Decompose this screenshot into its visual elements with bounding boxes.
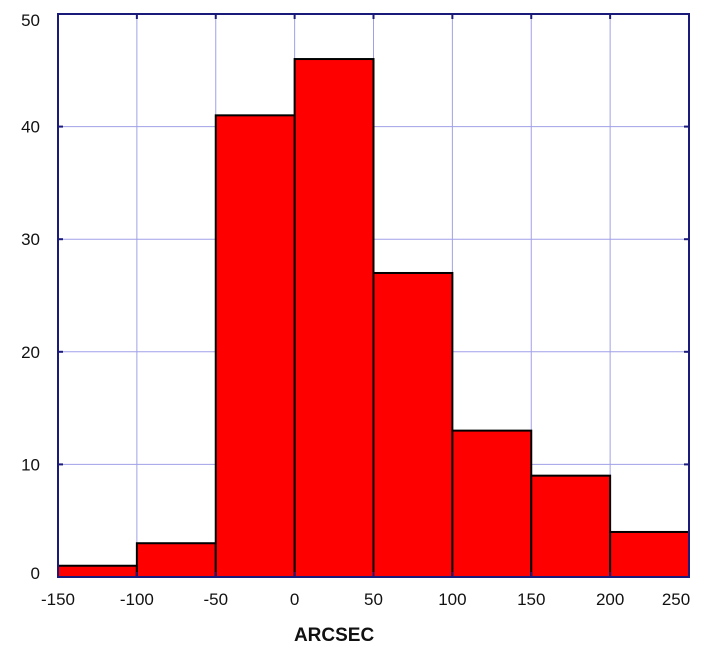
y-tick-label: 10 xyxy=(21,455,40,474)
x-tick-label: 200 xyxy=(596,590,624,609)
histogram-bar xyxy=(135,542,217,578)
x-tick-label: 100 xyxy=(438,590,466,609)
histogram-bar xyxy=(609,530,690,579)
y-tick-label: 30 xyxy=(21,230,40,249)
histogram-bar xyxy=(57,564,138,578)
axis-ticks xyxy=(57,13,690,578)
x-tick-label: 0 xyxy=(290,590,299,609)
x-tick-label: -100 xyxy=(120,590,154,609)
x-axis-title: ARCSEC xyxy=(294,625,375,646)
x-axis-tick-labels: -150 -100 -50 0 50 100 150 200 250 xyxy=(41,590,690,609)
histogram-bar xyxy=(372,271,454,578)
histogram-bar xyxy=(451,429,533,578)
y-tick-label: 50 xyxy=(21,11,40,30)
y-tick-label: 0 xyxy=(31,564,40,583)
x-tick-label: 250 xyxy=(662,590,690,609)
histogram-bar xyxy=(214,114,296,578)
histogram-bars xyxy=(57,58,690,579)
y-tick-label: 40 xyxy=(21,118,40,137)
y-tick-label: 20 xyxy=(21,343,40,362)
x-tick-label: -150 xyxy=(41,590,75,609)
x-tick-label: 150 xyxy=(517,590,545,609)
histogram-bar xyxy=(530,474,612,578)
histogram-bar xyxy=(293,58,375,579)
x-tick-label: 50 xyxy=(364,590,383,609)
x-tick-label: -50 xyxy=(203,590,228,609)
y-axis-tick-labels: 0 10 20 30 40 50 xyxy=(21,11,40,583)
